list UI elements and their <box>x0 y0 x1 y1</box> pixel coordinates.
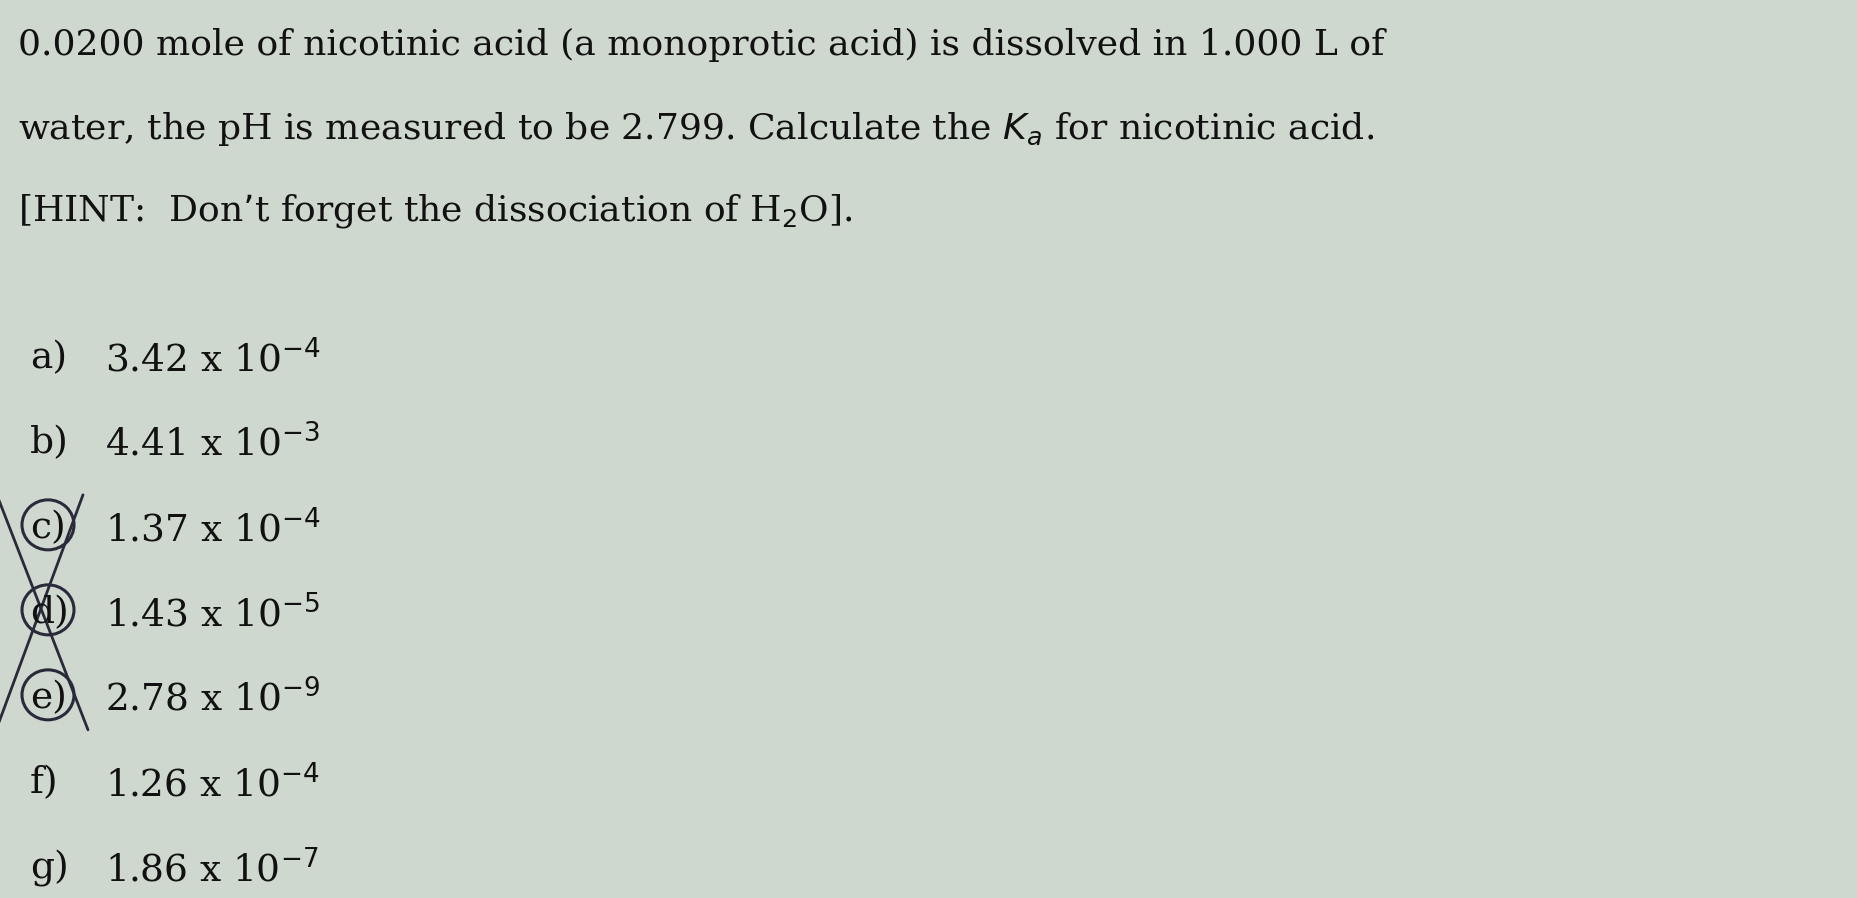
Text: 1.43 x 10$^{-5}$: 1.43 x 10$^{-5}$ <box>106 595 319 635</box>
Text: 1.26 x 10$^{-4}$: 1.26 x 10$^{-4}$ <box>106 765 319 805</box>
Text: d): d) <box>30 595 69 631</box>
Text: c): c) <box>30 510 65 546</box>
Text: a): a) <box>30 340 67 376</box>
Text: 1.37 x 10$^{-4}$: 1.37 x 10$^{-4}$ <box>106 510 321 550</box>
Text: water, the pH is measured to be 2.799. Calculate the $K_a$ for nicotinic acid.: water, the pH is measured to be 2.799. C… <box>19 110 1374 148</box>
Text: 3.42 x 10$^{-4}$: 3.42 x 10$^{-4}$ <box>106 340 321 380</box>
Text: 1.86 x 10$^{-7}$: 1.86 x 10$^{-7}$ <box>106 850 319 890</box>
Text: 4.41 x 10$^{-3}$: 4.41 x 10$^{-3}$ <box>106 425 319 464</box>
Text: f): f) <box>30 765 59 801</box>
Text: 2.78 x 10$^{-9}$: 2.78 x 10$^{-9}$ <box>106 680 319 719</box>
Text: g): g) <box>30 850 69 887</box>
Text: e): e) <box>30 680 67 716</box>
Text: b): b) <box>30 425 69 461</box>
Text: 0.0200 mole of nicotinic acid (a monoprotic acid) is dissolved in 1.000 L of: 0.0200 mole of nicotinic acid (a monopro… <box>19 28 1385 62</box>
Text: [HINT:  Don’t forget the dissociation of H$_2$O].: [HINT: Don’t forget the dissociation of … <box>19 192 852 230</box>
